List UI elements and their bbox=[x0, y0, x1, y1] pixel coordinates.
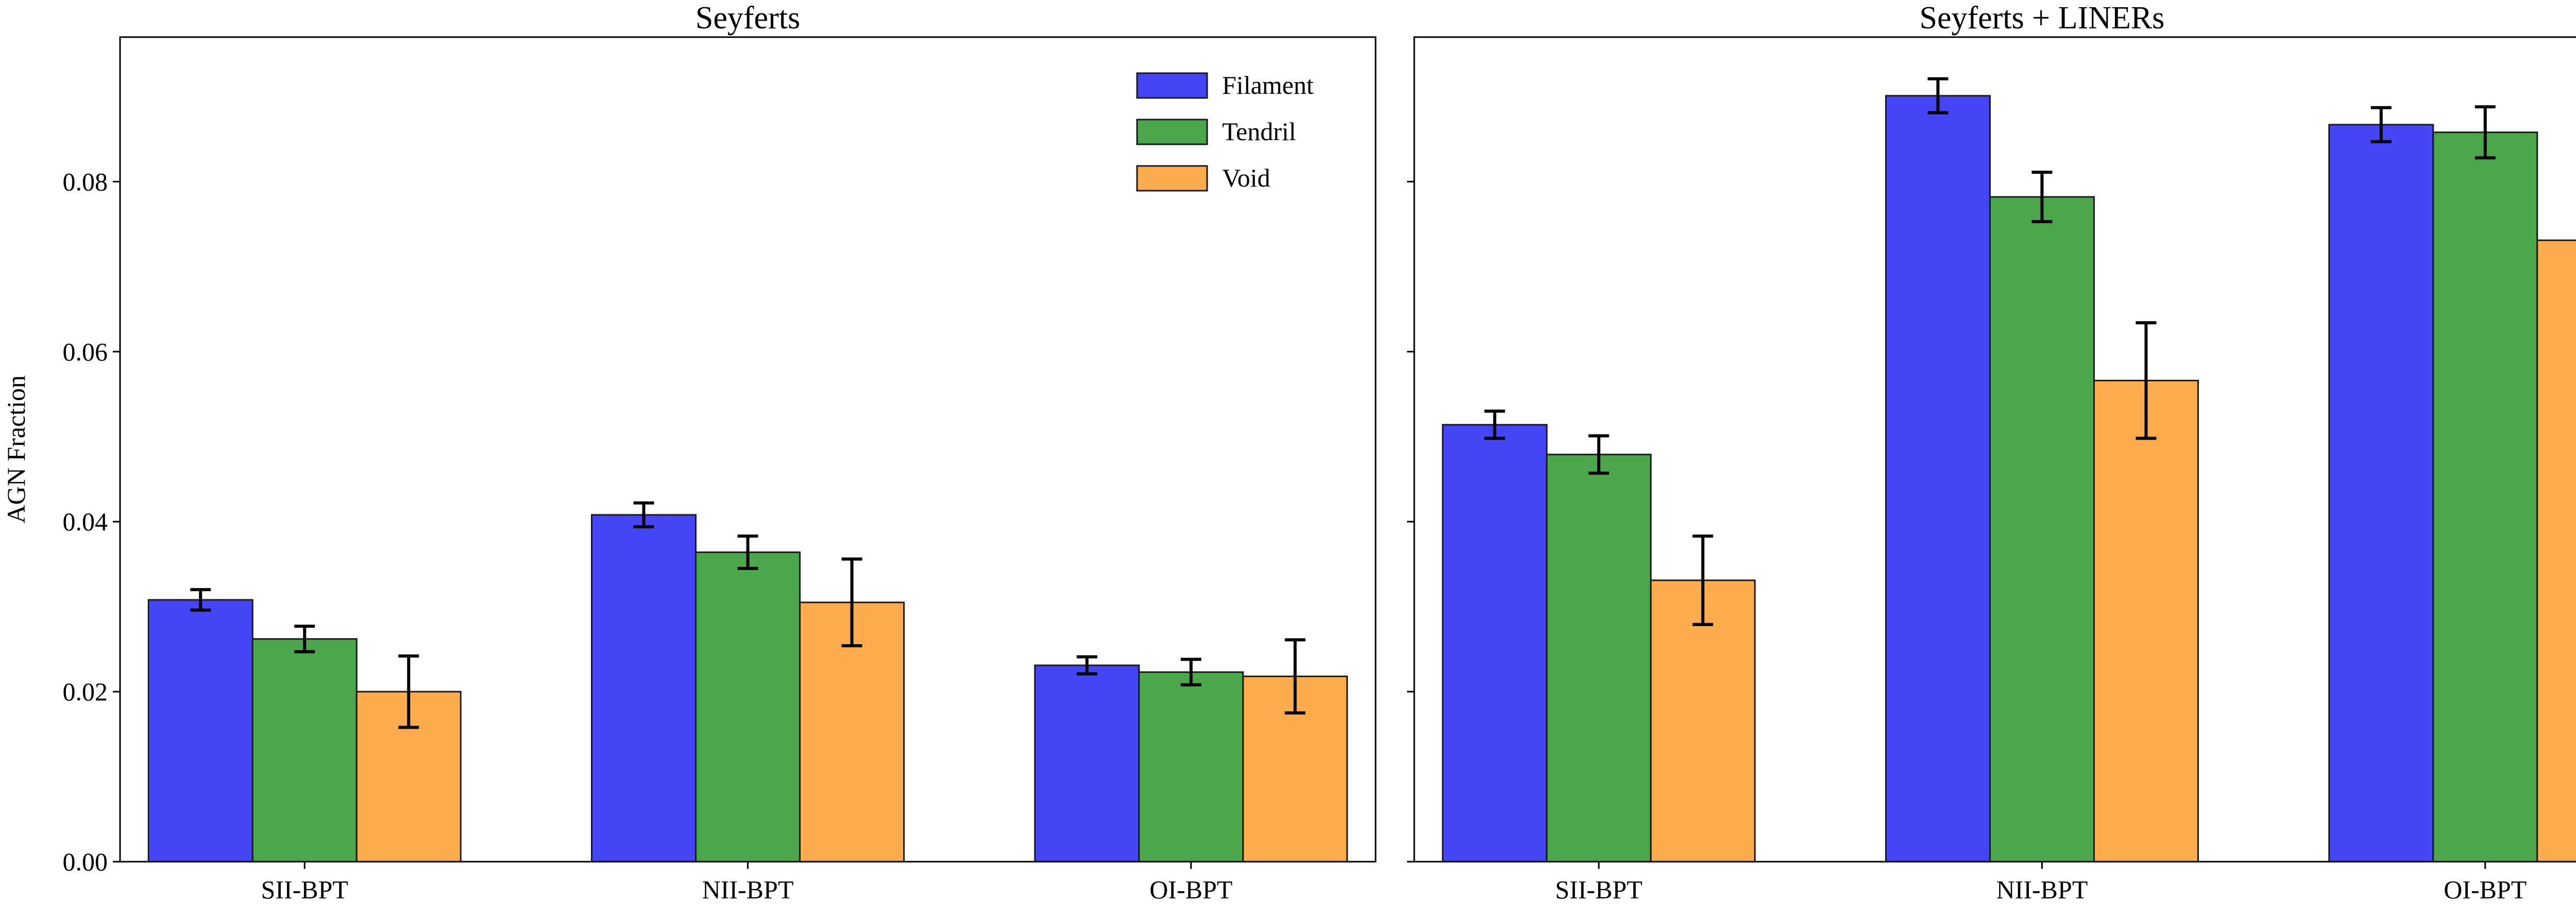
panel-2-errorbar-filament-oi-bpt bbox=[2370, 106, 2392, 143]
panel-1-errorbar-tendril-oi-bpt bbox=[1180, 658, 1201, 686]
panel-2-bar-tendril-oi-bpt bbox=[2432, 131, 2538, 863]
legend-label-tendril: Tendril bbox=[1222, 117, 1296, 146]
legend-label-void: Void bbox=[1222, 163, 1270, 192]
ytick-label-0.06: 0.06 bbox=[63, 337, 108, 366]
panel-1-xtick-label-nii-bpt: NII-BPT bbox=[702, 875, 794, 904]
panel-2-bar-filament-sii-bpt bbox=[1442, 424, 1548, 863]
legend-swatch-tendril bbox=[1136, 119, 1208, 145]
panel-1-errorbar-filament-sii-bpt bbox=[190, 588, 211, 612]
panel-1-xtick-label-oi-bpt: OI-BPT bbox=[1149, 875, 1232, 904]
panel-2-bar-tendril-nii-bpt bbox=[1989, 196, 2095, 863]
panel-2-bar-filament-nii-bpt bbox=[1885, 95, 1991, 863]
panel-2-errorbar-tendril-sii-bpt bbox=[1588, 434, 1609, 475]
panel-1-xtick-label-sii-bpt: SII-BPT bbox=[261, 875, 348, 904]
panel-2-bar-void-nii-bpt bbox=[2093, 379, 2199, 863]
panel-2-errorbar-filament-nii-bpt bbox=[1927, 77, 1948, 114]
panel-1-bar-filament-nii-bpt bbox=[591, 514, 697, 863]
panel-1-errorbar-filament-nii-bpt bbox=[633, 501, 654, 529]
panel-2-errorbar-tendril-oi-bpt bbox=[2475, 105, 2496, 160]
panel-2-bar-void-oi-bpt bbox=[2536, 239, 2576, 863]
panel-1-bar-filament-sii-bpt bbox=[147, 599, 253, 863]
panel-2-errorbar-tendril-nii-bpt bbox=[2031, 171, 2053, 223]
ytick-label-0.08: 0.08 bbox=[63, 167, 108, 196]
panel-1-errorbar-void-sii-bpt bbox=[398, 654, 419, 729]
panel-2-xtick-label-nii-bpt: NII-BPT bbox=[1996, 875, 2088, 904]
panel-2-errorbar-void-nii-bpt bbox=[2136, 321, 2157, 440]
y-axis-label: AGN Fraction bbox=[2, 375, 30, 523]
panel-2-bar-tendril-sii-bpt bbox=[1546, 454, 1652, 863]
panel-1-bar-tendril-nii-bpt bbox=[695, 551, 801, 863]
panel-1-errorbar-void-nii-bpt bbox=[841, 557, 862, 648]
panel-1-errorbar-void-oi-bpt bbox=[1284, 638, 1306, 715]
panel-2-title: Seyferts + LINERs bbox=[1920, 1, 2165, 36]
panel-1-bar-tendril-oi-bpt bbox=[1138, 671, 1244, 863]
panel-1-errorbar-tendril-sii-bpt bbox=[294, 625, 315, 653]
legend-label-filament: Filament bbox=[1222, 71, 1314, 99]
panel-1-title: Seyferts bbox=[696, 1, 800, 36]
panel-2-xtick-label-sii-bpt: SII-BPT bbox=[1555, 875, 1642, 904]
panel-1-bar-filament-oi-bpt bbox=[1034, 664, 1140, 863]
ytick-label-0.00: 0.00 bbox=[63, 847, 108, 876]
legend-swatch-filament bbox=[1136, 72, 1208, 99]
panel-1-bar-tendril-sii-bpt bbox=[251, 638, 358, 863]
ytick-label-0.04: 0.04 bbox=[63, 507, 108, 536]
panel-2-bar-filament-oi-bpt bbox=[2328, 124, 2434, 863]
panel-2-errorbar-filament-sii-bpt bbox=[1484, 409, 1505, 440]
panel-1-errorbar-tendril-nii-bpt bbox=[737, 534, 758, 570]
legend-swatch-void bbox=[1136, 165, 1208, 192]
ytick-label-0.02: 0.02 bbox=[63, 677, 108, 706]
panel-1-errorbar-filament-oi-bpt bbox=[1076, 655, 1097, 676]
panel-2-xtick-label-oi-bpt: OI-BPT bbox=[2444, 875, 2527, 904]
panel-2-errorbar-void-sii-bpt bbox=[1692, 534, 1714, 626]
